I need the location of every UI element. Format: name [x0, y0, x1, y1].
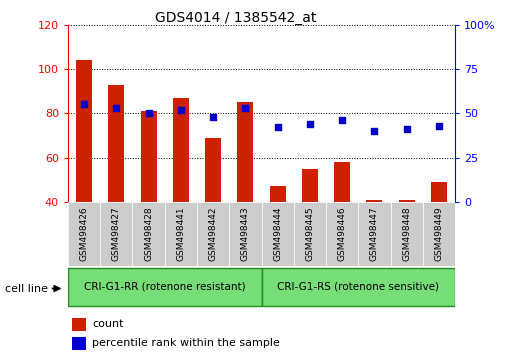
Bar [391, 202, 423, 266]
Text: GSM498442: GSM498442 [209, 206, 218, 261]
Point [112, 105, 120, 111]
Text: CRI-G1-RR (rotenone resistant): CRI-G1-RR (rotenone resistant) [84, 282, 246, 292]
Point [305, 121, 314, 127]
Bar [294, 202, 326, 266]
Bar [423, 202, 455, 266]
Text: GSM498427: GSM498427 [112, 206, 121, 261]
Bar [302, 169, 318, 290]
Point [338, 118, 346, 123]
Text: GSM498443: GSM498443 [241, 206, 250, 261]
Text: cell line: cell line [5, 284, 48, 293]
Bar [132, 202, 165, 266]
Bar [399, 200, 415, 290]
Bar [262, 202, 294, 266]
Bar [108, 85, 124, 290]
Text: GDS4014 / 1385542_at: GDS4014 / 1385542_at [155, 11, 316, 25]
Bar [334, 162, 350, 290]
Text: GSM498449: GSM498449 [435, 206, 444, 261]
Text: percentile rank within the sample: percentile rank within the sample [93, 338, 280, 348]
Bar [72, 318, 86, 331]
Bar [141, 111, 157, 290]
Text: GSM498445: GSM498445 [305, 206, 314, 261]
Text: GSM498444: GSM498444 [273, 206, 282, 261]
Point [241, 105, 249, 111]
Bar [197, 202, 229, 266]
Bar [229, 202, 262, 266]
Text: CRI-G1-RS (rotenone sensitive): CRI-G1-RS (rotenone sensitive) [277, 282, 439, 292]
Text: GSM498428: GSM498428 [144, 206, 153, 261]
Text: GSM498447: GSM498447 [370, 206, 379, 261]
Bar [68, 202, 100, 266]
Text: count: count [93, 319, 124, 329]
Bar [165, 202, 197, 266]
Text: GSM498426: GSM498426 [79, 206, 88, 261]
Bar [326, 202, 358, 266]
Bar [68, 268, 262, 306]
Point [177, 107, 185, 113]
Point [370, 128, 379, 134]
Bar [76, 60, 92, 290]
Text: GSM498448: GSM498448 [402, 206, 411, 261]
Point [274, 125, 282, 130]
Bar [262, 268, 455, 306]
Bar [237, 102, 254, 290]
Bar [269, 186, 286, 290]
Point [144, 110, 153, 116]
Point [209, 114, 218, 120]
Bar [173, 98, 189, 290]
Bar [358, 202, 391, 266]
Bar [72, 337, 86, 350]
Point [403, 126, 411, 132]
Text: GSM498446: GSM498446 [338, 206, 347, 261]
Bar [205, 138, 221, 290]
Point [80, 102, 88, 107]
Bar [100, 202, 132, 266]
Point [435, 123, 443, 129]
Bar [366, 200, 382, 290]
Bar [431, 182, 447, 290]
Text: GSM498441: GSM498441 [176, 206, 185, 261]
